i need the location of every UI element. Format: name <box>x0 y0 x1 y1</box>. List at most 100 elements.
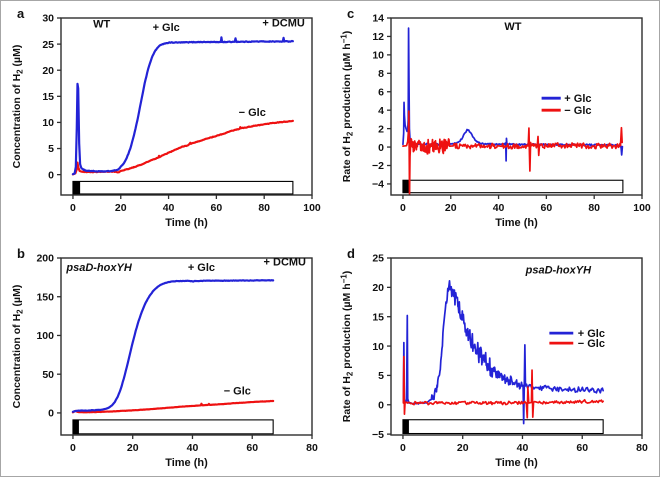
series-minus-glc <box>402 355 604 419</box>
x-tick-label: 20 <box>445 202 457 214</box>
dark-period-bar <box>72 181 81 194</box>
y-tick-label: −2 <box>372 160 384 172</box>
y-tick-label: 8 <box>378 68 384 80</box>
plot-frame <box>390 17 643 196</box>
light-period-bar <box>72 180 294 195</box>
dark-period-bar <box>402 419 409 434</box>
y-tick-label: 0 <box>378 142 384 154</box>
y-tick-label: 10 <box>42 117 54 129</box>
panel-letter-d: d <box>347 246 355 261</box>
series-plus-glc <box>71 279 275 413</box>
x-tick-label: 20 <box>127 442 139 454</box>
x-axis: 0 20 40 60 80 Time (h) <box>70 435 318 469</box>
x-tick-label: 60 <box>576 442 588 454</box>
x-tick-label: 40 <box>187 442 199 454</box>
x-tick-label: 60 <box>246 442 258 454</box>
y-tick-label: 4 <box>378 105 384 117</box>
panel-a: a 0 20 40 60 80 100 Time (h) 0 5 10 15 20 25 30 Concen… <box>7 5 325 235</box>
annotation--glc: + Glc <box>153 22 180 34</box>
panel-letter-a: a <box>17 6 25 21</box>
dark-period-bar <box>72 419 79 434</box>
y-axis-label: Concentration of H2 (µM) <box>11 45 25 169</box>
y-tick-label: 30 <box>42 13 54 25</box>
y-tick-label: 150 <box>36 291 54 303</box>
light-dark-bar <box>402 179 624 194</box>
panel-a-chart: 0 20 40 60 80 100 Time (h) 0 5 10 15 20 25 30 Concentr… <box>11 13 321 229</box>
x-tick-label: 40 <box>517 442 529 454</box>
annotation--glc: − Glc <box>224 385 251 397</box>
y-tick-label: 5 <box>48 143 54 155</box>
light-dark-bar <box>72 419 274 435</box>
series-minus-glc <box>402 110 624 195</box>
y-tick-label: 100 <box>36 330 54 342</box>
panel-d: d 0 20 40 60 80 Time (h) −5 0 5 10 15 20 25 Rate of H… <box>337 245 655 475</box>
x-tick-label: 0 <box>70 442 76 454</box>
annotation-wt: WT <box>504 21 521 33</box>
light-dark-bar <box>72 180 294 195</box>
legend-label: − Glc <box>578 338 605 350</box>
y-tick-label: 0 <box>378 399 384 411</box>
y-tick-label: 15 <box>372 311 384 323</box>
x-tick-label: 60 <box>211 202 223 214</box>
legend-label: − Glc <box>564 105 591 117</box>
light-period-bar <box>72 419 274 435</box>
y-tick-label: −4 <box>372 179 384 191</box>
x-tick-label: 100 <box>303 202 321 214</box>
y-axis: −5 0 5 10 15 20 25 Rate of H2 production (µM h−… <box>339 253 391 441</box>
x-tick-label: 80 <box>306 442 318 454</box>
x-tick-label: 40 <box>163 202 175 214</box>
x-tick-label: 80 <box>588 202 600 214</box>
plot-frame <box>60 17 313 196</box>
y-tick-label: 6 <box>378 86 384 98</box>
light-period-bar <box>402 179 624 194</box>
y-tick-label: 5 <box>378 370 384 382</box>
legend: + Glc− Glc <box>549 328 605 350</box>
panel-letter-b: b <box>17 246 25 261</box>
panel-c-chart: 0 20 40 60 80 100 Time (h) −4 −2 0 2 4 6 8 10 12 14 Rate … <box>339 13 651 229</box>
y-tick-label: 50 <box>42 369 54 381</box>
x-tick-label: 20 <box>115 202 127 214</box>
panel-letter-c: c <box>347 6 355 21</box>
y-axis-label: Rate of H2 production (µM h−1) <box>339 271 354 422</box>
x-axis: 0 20 40 60 80 100 Time (h) <box>400 195 651 229</box>
x-tick-label: 80 <box>258 202 270 214</box>
x-axis-label: Time (h) <box>165 217 208 229</box>
x-tick-label: 80 <box>636 442 648 454</box>
annotation--dcmu: + DCMU <box>262 17 305 29</box>
series-plus-glc <box>402 279 604 425</box>
legend: + Glc− Glc <box>541 93 592 117</box>
y-tick-label: 10 <box>372 341 384 353</box>
panel-b: b 0 20 40 60 80 Time (h) 0 50 100 150 200 Concentra… <box>7 245 325 475</box>
legend-label: + Glc <box>564 93 591 105</box>
panel-c: c 0 20 40 60 80 100 Time (h) −4 −2 0 2 4 6 8 10 12 14 Rat… <box>337 5 655 235</box>
y-tick-label: 14 <box>372 13 384 25</box>
y-axis: −4 −2 0 2 4 6 8 10 12 14 Rate of H2 production (µM… <box>339 13 391 191</box>
annotation-psad-hoxyh: psaD-hoxYH <box>65 262 132 274</box>
annotation-wt: WT <box>93 18 110 30</box>
y-tick-label: 15 <box>42 91 54 103</box>
y-tick-label: 12 <box>372 31 384 43</box>
panel-d-chart: 0 20 40 60 80 Time (h) −5 0 5 10 15 20 25 Rate of H2 … <box>339 253 648 469</box>
y-tick-label: 0 <box>48 169 54 181</box>
y-tick-label: 200 <box>36 253 54 265</box>
y-tick-label: 2 <box>378 123 384 135</box>
x-tick-label: 0 <box>400 202 406 214</box>
x-axis-label: Time (h) <box>495 217 538 229</box>
series-minus-glc <box>71 399 275 414</box>
y-axis: 0 50 100 150 200 Concentration of H2 (µM) <box>11 253 61 420</box>
light-dark-bar <box>402 419 604 435</box>
y-tick-label: 20 <box>42 65 54 77</box>
panel-b-chart: 0 20 40 60 80 Time (h) 0 50 100 150 200 Concentrati… <box>11 253 318 469</box>
y-tick-label: 20 <box>372 282 384 294</box>
x-axis: 0 20 40 60 80 Time (h) <box>400 435 648 469</box>
y-axis-label: Concentration of H2 (µM) <box>11 285 25 409</box>
annotation--dcmu: + DCMU <box>264 257 307 269</box>
y-tick-label: 25 <box>372 253 384 265</box>
annotation--glc: − Glc <box>239 107 266 119</box>
x-tick-label: 0 <box>400 442 406 454</box>
x-axis-label: Time (h) <box>495 457 538 469</box>
y-axis: 0 5 10 15 20 25 30 Concentration of H2 (µM) <box>11 13 61 181</box>
light-period-bar <box>402 419 604 435</box>
x-axis: 0 20 40 60 80 100 Time (h) <box>70 195 321 229</box>
